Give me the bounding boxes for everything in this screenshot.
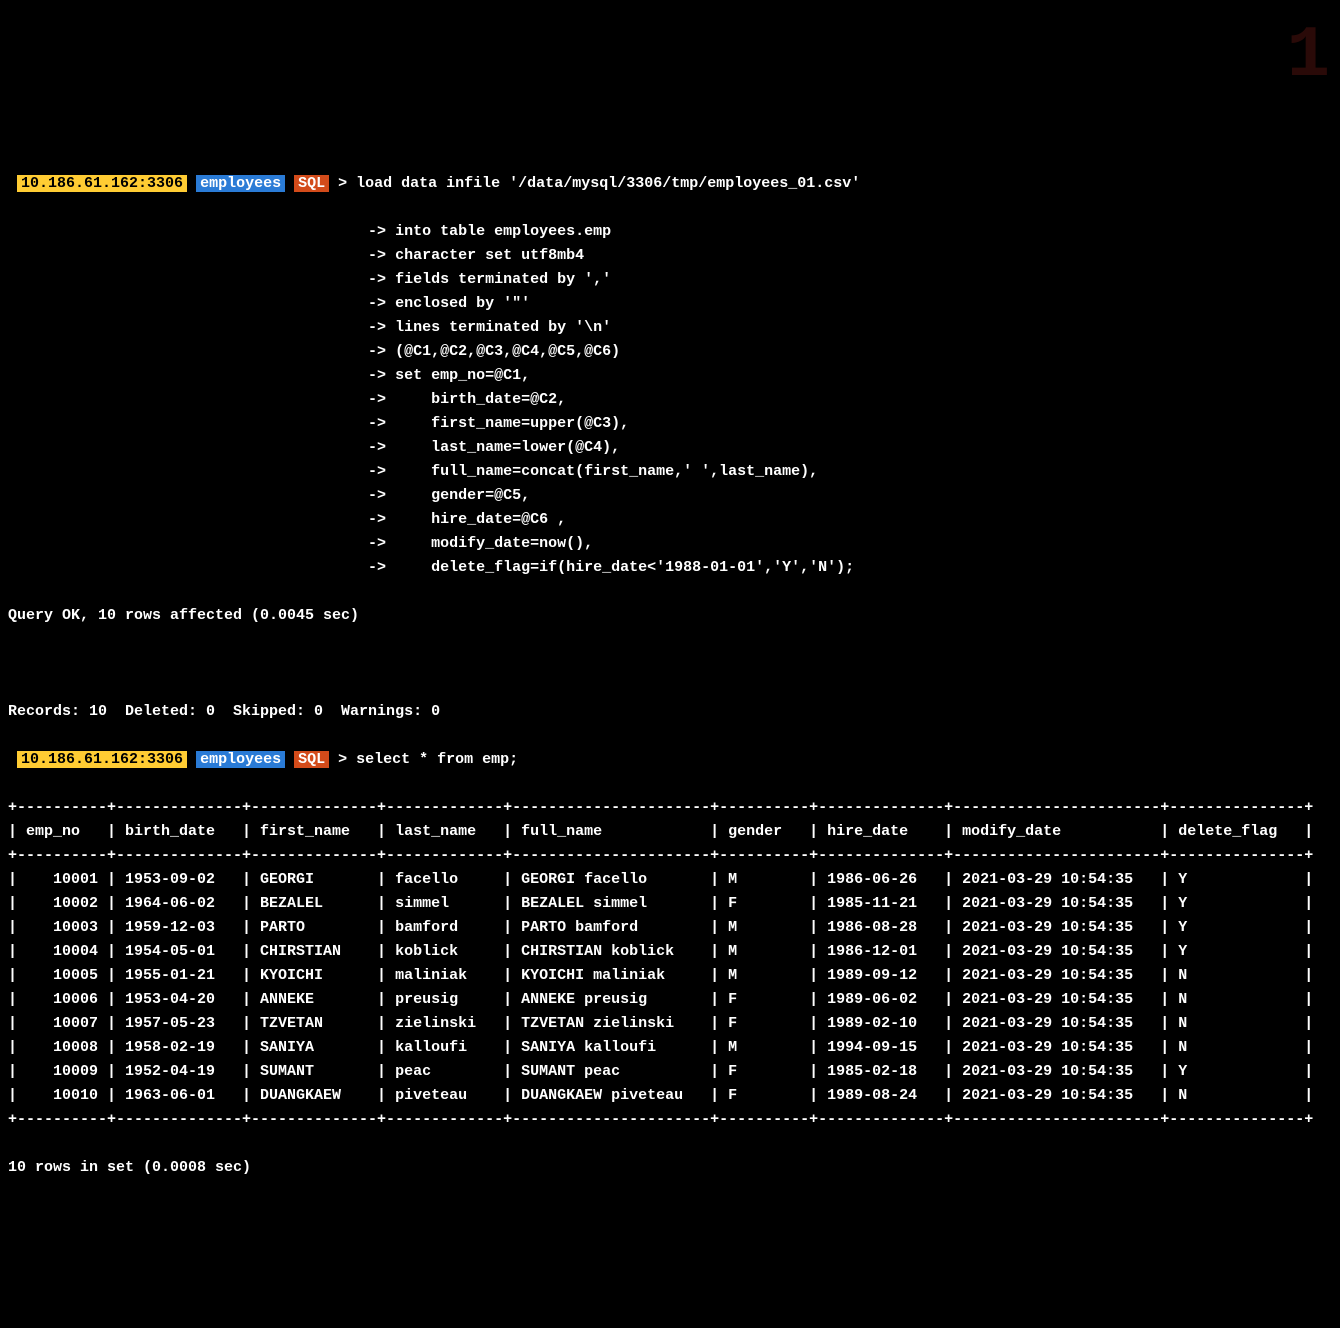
db-chip: employees — [196, 175, 285, 192]
table-row: | 10001 | 1953-09-02 | GEORGI | facello … — [8, 868, 1332, 892]
table-row: | 10004 | 1954-05-01 | CHIRSTIAN | kobli… — [8, 940, 1332, 964]
continuation-line: -> hire_date=@C6 , — [8, 508, 1332, 532]
terminal-content: 10.186.61.162:3306 employees SQL > load … — [8, 148, 1332, 1204]
mode-chip: SQL — [294, 175, 329, 192]
sql-command-1: load data infile '/data/mysql/3306/tmp/e… — [356, 175, 860, 192]
blank-line — [8, 652, 1332, 676]
continuation-line: -> (@C1,@C2,@C3,@C4,@C5,@C6) — [8, 340, 1332, 364]
host-chip: 10.186.61.162:3306 — [17, 175, 187, 192]
prompt-symbol: > — [338, 751, 347, 768]
table-row: +----------+--------------+-------------… — [8, 796, 1332, 820]
background-number: 1 — [1287, 20, 1330, 92]
table-row: | 10006 | 1953-04-20 | ANNEKE | preusig … — [8, 988, 1332, 1012]
sql-command-2: select * from emp; — [356, 751, 518, 768]
table-row: | 10003 | 1959-12-03 | PARTO | bamford |… — [8, 916, 1332, 940]
continuation-line: -> last_name=lower(@C4), — [8, 436, 1332, 460]
table-row: | 10007 | 1957-05-23 | TZVETAN | zielins… — [8, 1012, 1332, 1036]
continuation-line: -> gender=@C5, — [8, 484, 1332, 508]
continuation-line: -> character set utf8mb4 — [8, 244, 1332, 268]
table-row: | 10009 | 1952-04-19 | SUMANT | peac | S… — [8, 1060, 1332, 1084]
table-row: | emp_no | birth_date | first_name | las… — [8, 820, 1332, 844]
continuation-line: -> set emp_no=@C1, — [8, 364, 1332, 388]
continuation-line: -> modify_date=now(), — [8, 532, 1332, 556]
table-row: +----------+--------------+-------------… — [8, 1108, 1332, 1132]
continuation-line: -> into table employees.emp — [8, 220, 1332, 244]
db-chip: employees — [196, 751, 285, 768]
table-row: | 10008 | 1958-02-19 | SANIYA | kalloufi… — [8, 1036, 1332, 1060]
continuation-block: -> into table employees.emp -> character… — [8, 220, 1332, 580]
prompt-line-1[interactable]: 10.186.61.162:3306 employees SQL > load … — [8, 172, 1332, 196]
continuation-line: -> lines terminated by '\n' — [8, 316, 1332, 340]
host-chip: 10.186.61.162:3306 — [17, 751, 187, 768]
continuation-line: -> fields terminated by ',' — [8, 268, 1332, 292]
continuation-line: -> enclosed by '"' — [8, 292, 1332, 316]
query-result-1: Query OK, 10 rows affected (0.0045 sec) — [8, 604, 1332, 628]
table-row: | 10002 | 1964-06-02 | BEZALEL | simmel … — [8, 892, 1332, 916]
continuation-line: -> first_name=upper(@C3), — [8, 412, 1332, 436]
result-table: +----------+--------------+-------------… — [8, 796, 1332, 1132]
table-row: | 10005 | 1955-01-21 | KYOICHI | malinia… — [8, 964, 1332, 988]
records-stats: Records: 10 Deleted: 0 Skipped: 0 Warnin… — [8, 700, 1332, 724]
continuation-line: -> birth_date=@C2, — [8, 388, 1332, 412]
table-row: +----------+--------------+-------------… — [8, 844, 1332, 868]
query-result-2: 10 rows in set (0.0008 sec) — [8, 1156, 1332, 1180]
mode-chip: SQL — [294, 751, 329, 768]
table-row: | 10010 | 1963-06-01 | DUANGKAEW | pivet… — [8, 1084, 1332, 1108]
continuation-line: -> delete_flag=if(hire_date<'1988-01-01'… — [8, 556, 1332, 580]
prompt-line-2[interactable]: 10.186.61.162:3306 employees SQL > selec… — [8, 748, 1332, 772]
continuation-line: -> full_name=concat(first_name,' ',last_… — [8, 460, 1332, 484]
prompt-symbol: > — [338, 175, 347, 192]
